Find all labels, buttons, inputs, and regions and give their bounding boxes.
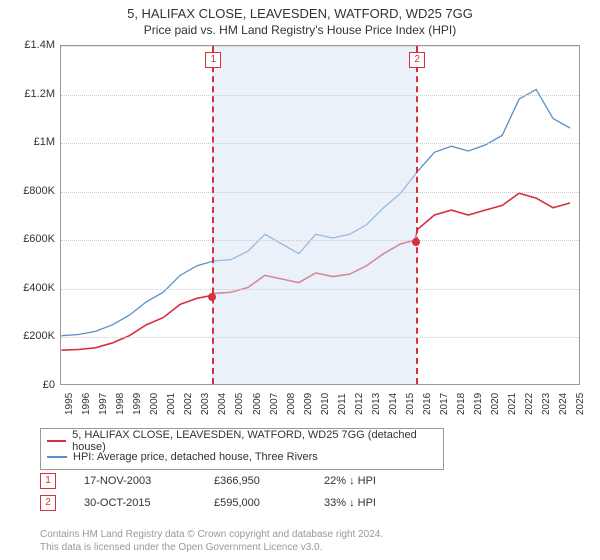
x-axis-label: 2010 [320,393,331,415]
x-axis-label: 2011 [337,393,348,415]
legend-swatch [47,440,66,442]
x-axis-label: 2009 [303,393,314,415]
marker-row: 2 30-OCT-2015 £595,000 33% ↓ HPI [40,492,434,514]
legend: 5, HALIFAX CLOSE, LEAVESDEN, WATFORD, WD… [40,428,444,470]
x-axis-label: 2013 [371,393,382,415]
marker-delta: 33% ↓ HPI [324,497,434,509]
marker-label-box: 1 [205,52,221,68]
gridline [61,46,579,47]
x-axis-label: 2017 [439,393,450,415]
x-axis-label: 2007 [269,393,280,415]
x-axis-label: 2019 [473,393,484,415]
x-axis-label: 2015 [405,393,416,415]
x-axis-label: 1999 [132,393,143,415]
legend-label: 5, HALIFAX CLOSE, LEAVESDEN, WATFORD, WD… [72,429,437,453]
marker-price: £366,950 [214,475,324,487]
x-axis-label: 2016 [422,393,433,415]
gridline [61,289,579,290]
marker-row: 1 17-NOV-2003 £366,950 22% ↓ HPI [40,470,434,492]
x-axis-label: 1998 [115,393,126,415]
y-axis-label: £800K [10,185,55,197]
marker-table: 1 17-NOV-2003 £366,950 22% ↓ HPI 2 30-OC… [40,470,434,514]
gridline [61,143,579,144]
x-axis-label: 2022 [524,393,535,415]
gridline [61,337,579,338]
x-axis-label: 2005 [234,393,245,415]
x-axis-label: 1996 [81,393,92,415]
x-axis-label: 2021 [507,393,518,415]
x-axis-label: 2018 [456,393,467,415]
gridline [61,240,579,241]
x-axis-label: 2008 [286,393,297,415]
y-axis-label: £400K [10,282,55,294]
x-axis-label: 1995 [64,393,75,415]
marker-dot [412,238,420,246]
marker-price: £595,000 [214,497,324,509]
footer: Contains HM Land Registry data © Crown c… [40,528,383,554]
shade-band [212,46,416,384]
x-axis-label: 2003 [200,393,211,415]
y-axis-label: £600K [10,233,55,245]
marker-dot [208,293,216,301]
marker-badge: 1 [40,473,56,489]
gridline [61,192,579,193]
legend-swatch [47,456,67,458]
y-axis-label: £200K [10,330,55,342]
x-axis-label: 2014 [388,393,399,415]
legend-label: HPI: Average price, detached house, Thre… [73,451,318,463]
marker-label-box: 2 [409,52,425,68]
y-axis-label: £1.2M [10,88,55,100]
y-axis-label: £1M [10,136,55,148]
y-axis-label: £1.4M [10,39,55,51]
marker-delta: 22% ↓ HPI [324,475,434,487]
x-axis-label: 1997 [98,393,109,415]
legend-item: 5, HALIFAX CLOSE, LEAVESDEN, WATFORD, WD… [47,433,437,449]
marker-date: 17-NOV-2003 [84,475,214,487]
marker-date: 30-OCT-2015 [84,497,214,509]
x-axis-label: 2025 [575,393,586,415]
chart-title: 5, HALIFAX CLOSE, LEAVESDEN, WATFORD, WD… [0,0,600,21]
x-axis-label: 2012 [354,393,365,415]
x-axis-label: 2024 [558,393,569,415]
marker-badge: 2 [40,495,56,511]
footer-line: This data is licensed under the Open Gov… [40,541,383,554]
gridline [61,95,579,96]
chart-area: 12 £0£200K£400K£600K£800K£1M£1.2M£1.4M19… [10,40,590,420]
x-axis-label: 2004 [217,393,228,415]
x-axis-label: 2000 [149,393,160,415]
x-axis-label: 2023 [541,393,552,415]
x-axis-label: 2020 [490,393,501,415]
y-axis-label: £0 [10,379,55,391]
chart-container: 5, HALIFAX CLOSE, LEAVESDEN, WATFORD, WD… [0,0,600,560]
x-axis-label: 2001 [166,393,177,415]
x-axis-label: 2006 [252,393,263,415]
chart-subtitle: Price paid vs. HM Land Registry's House … [0,21,600,37]
plot-area: 12 [60,45,580,385]
marker-dash [416,46,418,384]
footer-line: Contains HM Land Registry data © Crown c… [40,528,383,541]
x-axis-label: 2002 [183,393,194,415]
marker-dash [212,46,214,384]
